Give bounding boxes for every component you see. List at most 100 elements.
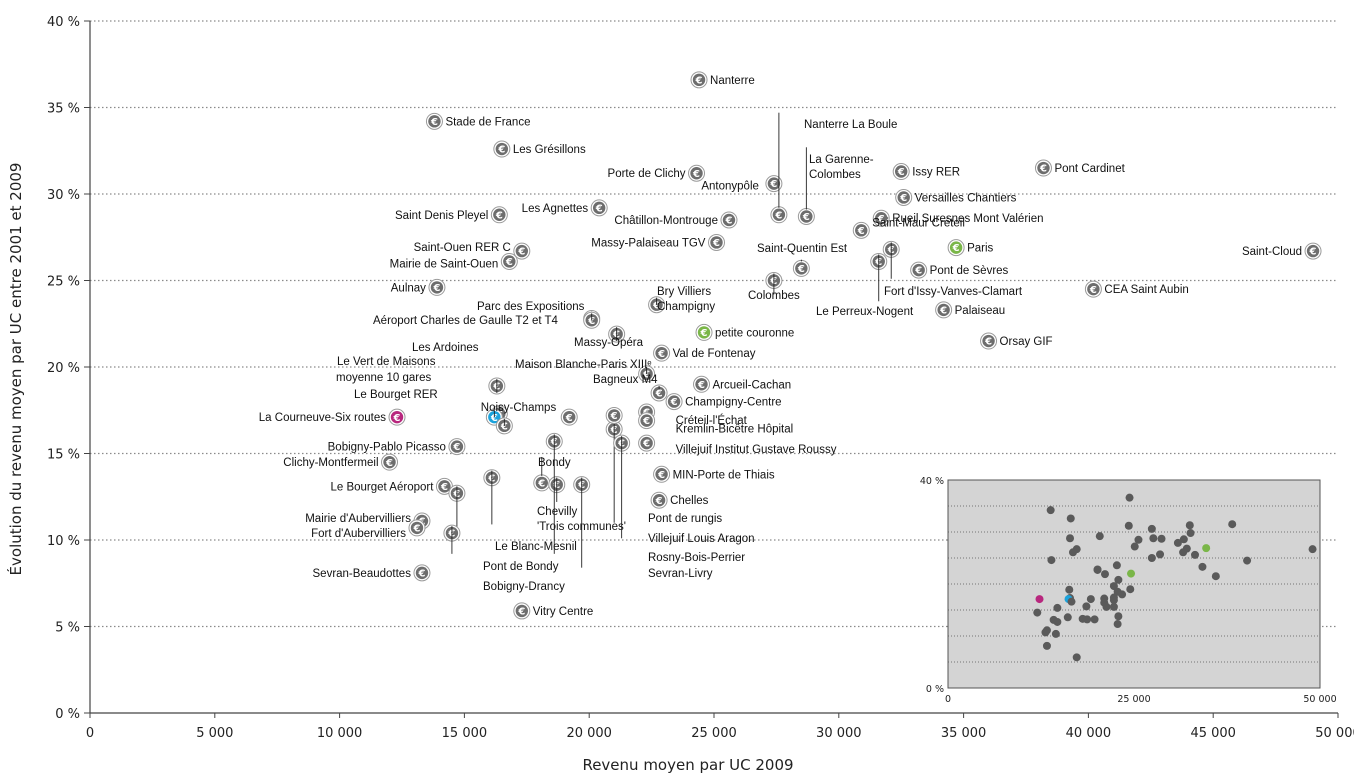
euro-icon-disc bbox=[897, 191, 910, 204]
point-label: Antonypôle bbox=[701, 181, 759, 193]
euro-icon-symbol: € bbox=[517, 607, 525, 618]
euro-icon-symbol: € bbox=[412, 523, 420, 534]
x-axis-ticks: 0 5 000 10 000 15 000 20 000 25 000 30 000 35 0… bbox=[86, 713, 1354, 741]
euro-icon-disc bbox=[415, 566, 429, 580]
point-label: Châtillon-Montrouge bbox=[614, 215, 718, 227]
euro-icon-symbol: € bbox=[430, 117, 438, 128]
euro-icon-symbol: € bbox=[447, 529, 455, 540]
point-label: Val de Fontenay bbox=[673, 348, 756, 360]
inset-point bbox=[1228, 520, 1237, 529]
point-label: Villejuif Louis Aragon bbox=[648, 533, 755, 545]
euro-icon: € bbox=[665, 393, 683, 411]
euro-icon-symbol: € bbox=[610, 425, 618, 436]
x-tick-label: 30 000 bbox=[816, 726, 862, 741]
euro-icon: € bbox=[1084, 280, 1102, 298]
euro-icon-symbol: € bbox=[984, 337, 992, 348]
inset-point bbox=[1113, 620, 1122, 629]
euro-icon-symbol: € bbox=[642, 370, 650, 381]
euro-icon-disc bbox=[1087, 282, 1100, 296]
inset-point bbox=[1046, 506, 1055, 515]
euro-icon-symbol: € bbox=[797, 264, 805, 275]
euro-icon: € bbox=[513, 242, 531, 260]
euro-icon: € bbox=[613, 434, 631, 452]
inset-point bbox=[1100, 570, 1109, 579]
grid-lines bbox=[90, 20, 1338, 628]
euro-icon-disc bbox=[695, 378, 708, 391]
y-axis-label: Évolution du revenu moyen par UC entre 2… bbox=[6, 163, 25, 576]
euro-icon: € bbox=[388, 408, 406, 426]
euro-icon-disc bbox=[515, 604, 529, 618]
inset-point bbox=[1041, 628, 1050, 637]
euro-icon-symbol: € bbox=[655, 389, 663, 400]
euro-icon-disc bbox=[655, 468, 668, 481]
point-label: Clichy-Montfermeil bbox=[283, 457, 378, 469]
euro-icon-disc bbox=[697, 326, 711, 339]
point-label: Le Bourget RER bbox=[354, 389, 438, 401]
point-label: Nanterre La Boule bbox=[804, 119, 897, 131]
inset-point bbox=[1065, 585, 1074, 594]
inset-point bbox=[1066, 514, 1075, 523]
point-label: Chevilly bbox=[537, 506, 578, 518]
euro-icon-disc bbox=[493, 208, 506, 221]
euro-icon: € bbox=[895, 188, 913, 206]
inset-x-tick-label: 25 000 bbox=[1117, 694, 1150, 705]
euro-icon-disc bbox=[652, 494, 666, 507]
inset-point bbox=[1126, 585, 1135, 594]
euro-icon-symbol: € bbox=[692, 169, 700, 180]
euro-icon: € bbox=[1034, 159, 1052, 177]
point-label: Villejuif Institut Gustave Roussy bbox=[676, 444, 837, 456]
point-label: CEA Saint Aubin bbox=[1104, 284, 1188, 296]
point-label: Saint-Ouen RER C bbox=[414, 242, 511, 254]
euro-icon: € bbox=[605, 406, 623, 424]
euro-icon: € bbox=[690, 71, 708, 89]
euro-icon-symbol: € bbox=[440, 482, 448, 493]
point-label: Arcueil-Cachan bbox=[713, 379, 792, 391]
inset-point bbox=[1053, 603, 1062, 612]
euro-icon-disc bbox=[640, 436, 653, 450]
x-tick-label: 20 000 bbox=[566, 726, 612, 741]
point-label: Bobigny-Pablo Picasso bbox=[328, 442, 446, 454]
point-label: MIN-Porte de Thiais bbox=[673, 469, 775, 481]
euro-icon-symbol: € bbox=[393, 413, 401, 424]
inset-point bbox=[1157, 534, 1166, 543]
euro-icon-disc bbox=[875, 212, 888, 225]
point-label: Saint-Maur Créteil bbox=[872, 217, 965, 229]
y-tick-label: 0 % bbox=[55, 707, 80, 722]
inset-y-tick-label: 40 % bbox=[920, 476, 944, 487]
euro-icon: € bbox=[413, 564, 431, 582]
x-tick-label: 0 bbox=[86, 726, 94, 741]
inset-point bbox=[1149, 534, 1158, 543]
inset-point bbox=[1082, 602, 1091, 611]
euro-icon-symbol: € bbox=[914, 266, 922, 277]
euro-icon-symbol: € bbox=[897, 167, 905, 178]
point-label: La Garenne- bbox=[809, 154, 874, 166]
point-label: Mairie de Saint-Ouen bbox=[390, 258, 499, 270]
euro-icon-symbol: € bbox=[500, 421, 508, 432]
euro-icon: € bbox=[513, 602, 531, 620]
inset-point bbox=[1112, 561, 1121, 570]
inset-x-tick-label: 50 000 bbox=[1303, 694, 1336, 705]
inset-point bbox=[1090, 615, 1099, 624]
euro-icon-symbol: € bbox=[857, 226, 865, 237]
euro-icon: € bbox=[448, 438, 466, 456]
euro-icon: € bbox=[650, 491, 668, 509]
euro-icon-disc bbox=[982, 334, 995, 348]
euro-icon-symbol: € bbox=[550, 437, 558, 448]
euro-icon: € bbox=[653, 344, 671, 362]
euro-icon-disc bbox=[1306, 244, 1320, 258]
euro-icon-symbol: € bbox=[1039, 164, 1047, 175]
euro-icon-symbol: € bbox=[577, 480, 585, 491]
inset-point bbox=[1308, 545, 1317, 554]
point-label: Le Bourget Aéroport bbox=[330, 481, 434, 493]
inset-point bbox=[1035, 595, 1044, 604]
y-tick-label: 40 % bbox=[47, 15, 80, 30]
euro-icon: € bbox=[693, 375, 711, 393]
euro-icon: € bbox=[720, 211, 738, 229]
point-label: La Courneuve-Six routes bbox=[259, 412, 386, 424]
euro-icon: € bbox=[653, 465, 671, 483]
point-label: Orsay GIF bbox=[1000, 336, 1053, 348]
inset-point bbox=[1109, 596, 1118, 605]
y-tick-label: 15 % bbox=[47, 448, 80, 463]
euro-icon-disc bbox=[949, 241, 963, 254]
